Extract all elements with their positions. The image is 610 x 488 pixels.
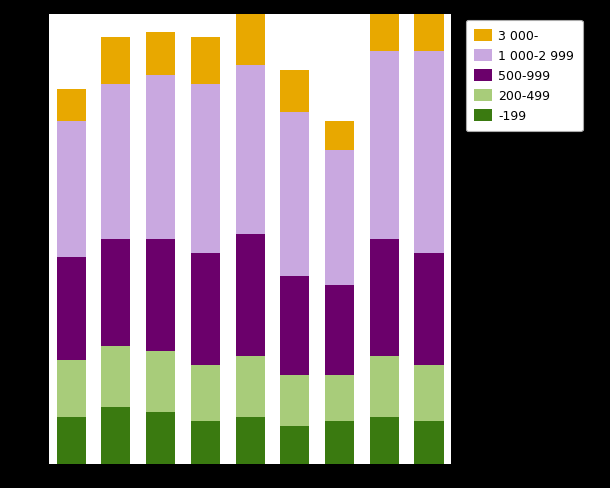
Bar bbox=[146, 239, 175, 351]
Bar bbox=[101, 85, 131, 239]
Bar bbox=[191, 253, 220, 366]
Bar bbox=[325, 286, 354, 375]
Bar bbox=[280, 375, 309, 426]
Bar bbox=[57, 258, 85, 361]
Bar bbox=[280, 426, 309, 464]
Bar bbox=[57, 417, 85, 464]
Bar bbox=[101, 239, 131, 346]
Legend: 3 000-, 1 000-2 999, 500-999, 200-499, -199: 3 000-, 1 000-2 999, 500-999, 200-499, -… bbox=[465, 21, 583, 132]
Bar bbox=[191, 85, 220, 253]
Bar bbox=[57, 361, 85, 417]
Bar bbox=[280, 277, 309, 375]
Bar bbox=[235, 234, 265, 356]
Bar bbox=[280, 113, 309, 277]
Bar bbox=[101, 346, 131, 407]
Bar bbox=[370, 239, 399, 356]
Bar bbox=[414, 422, 443, 464]
Bar bbox=[235, 356, 265, 417]
Bar bbox=[325, 122, 354, 150]
Bar bbox=[146, 76, 175, 239]
Bar bbox=[235, 66, 265, 234]
Bar bbox=[325, 422, 354, 464]
Bar bbox=[57, 89, 85, 122]
Bar bbox=[414, 366, 443, 422]
Bar bbox=[370, 417, 399, 464]
Bar bbox=[101, 38, 131, 85]
Bar bbox=[235, 417, 265, 464]
Bar bbox=[146, 33, 175, 76]
Bar bbox=[325, 150, 354, 286]
Bar bbox=[191, 38, 220, 85]
Bar bbox=[370, 0, 399, 52]
Bar bbox=[191, 366, 220, 422]
Bar bbox=[370, 356, 399, 417]
Bar bbox=[414, 253, 443, 366]
Bar bbox=[235, 15, 265, 66]
Bar bbox=[146, 412, 175, 464]
Bar bbox=[370, 52, 399, 239]
Bar bbox=[146, 351, 175, 412]
Bar bbox=[414, 52, 443, 253]
Bar bbox=[191, 422, 220, 464]
Bar bbox=[101, 407, 131, 464]
Bar bbox=[414, 0, 443, 52]
Bar bbox=[280, 71, 309, 113]
Bar bbox=[325, 375, 354, 422]
Bar bbox=[57, 122, 85, 258]
